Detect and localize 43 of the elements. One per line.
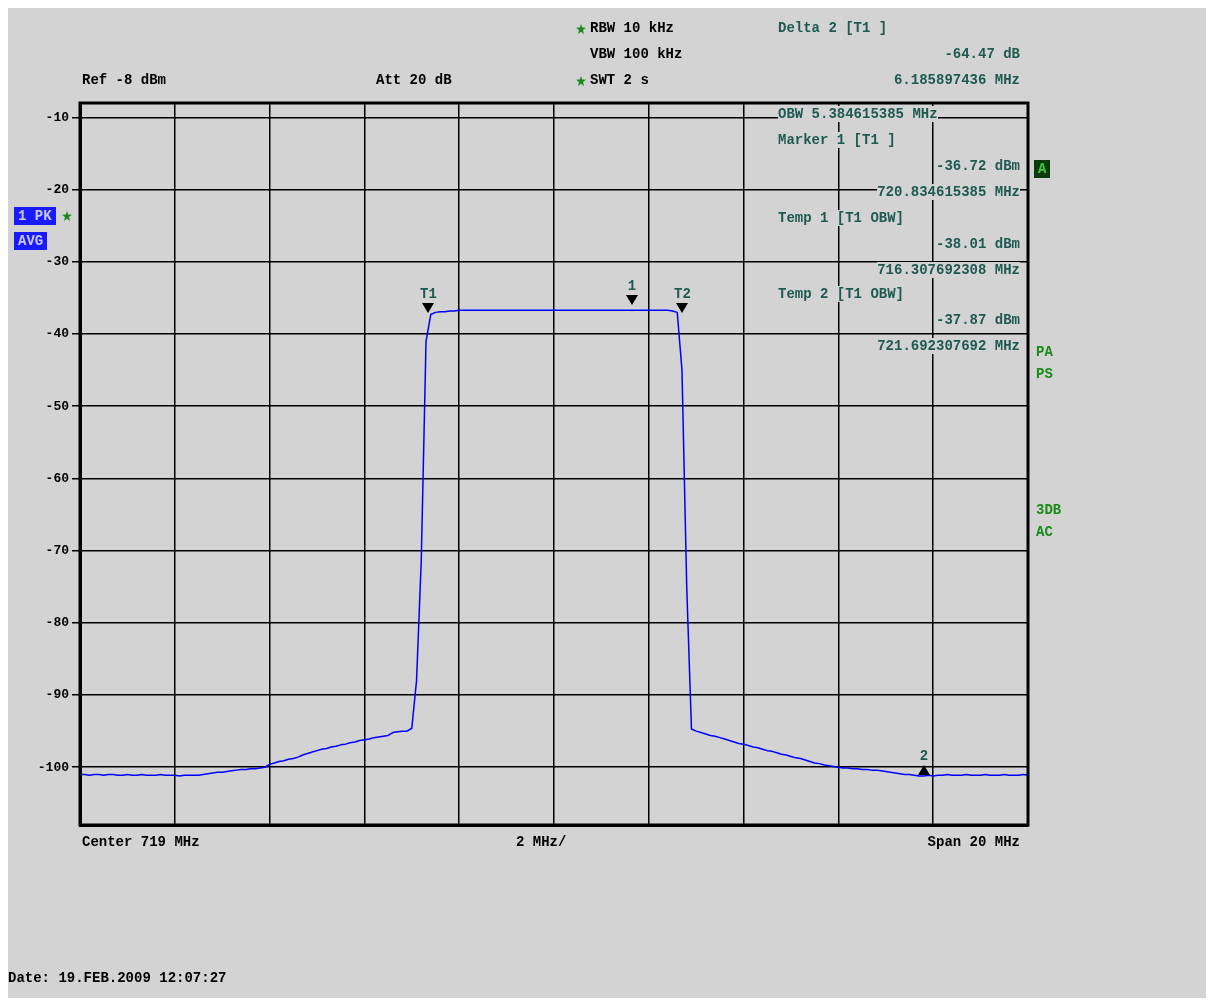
annotation: Temp 2 [T1 OBW] (778, 286, 905, 302)
annotation: Temp 1 [T1 OBW] (778, 210, 905, 226)
annotation: Marker 1 [T1 ] (778, 132, 896, 148)
y-tick-label: -70 (45, 542, 70, 558)
y-tick-label: -10 (45, 109, 70, 125)
annotation: 1 (627, 278, 637, 294)
annotation: 720.834615385 MHz (877, 184, 1020, 200)
text: AC (1036, 524, 1053, 540)
text: RBW 10 kHz (590, 20, 675, 36)
text: -64.47 dB (944, 46, 1020, 62)
annotation: T2 (674, 286, 691, 302)
text: 2 MHz/ (516, 834, 567, 850)
text: PS (1036, 366, 1053, 382)
y-tick-label: -30 (45, 254, 70, 270)
y-tick-label: -50 (45, 398, 70, 414)
y-tick-label: -90 (45, 687, 70, 703)
annotation: -38.01 dBm (935, 236, 1020, 252)
text: Date: 19.FEB.2009 12:07:27 (8, 970, 227, 986)
text: AVG (18, 233, 44, 249)
text: VBW 100 kHz (590, 46, 683, 62)
text: Delta 2 [T1 ] (778, 20, 888, 36)
annotation: 721.692307692 MHz (877, 338, 1020, 354)
text: PA (1036, 344, 1053, 360)
text: Span 20 MHz (927, 834, 1020, 850)
annotation: 716.307692308 MHz (877, 262, 1020, 278)
annotation: 2 (919, 748, 929, 764)
text: Att 20 dB (376, 72, 452, 88)
annotation: -37.87 dBm (935, 312, 1020, 328)
y-tick-label: -100 (37, 759, 70, 775)
y-tick-label: -60 (45, 470, 70, 486)
annotation: -36.72 dBm (935, 158, 1020, 174)
text: A (1038, 161, 1047, 177)
y-tick-label: -40 (45, 326, 70, 342)
text: 6.185897436 MHz (893, 72, 1020, 88)
text: Center 719 MHz (82, 834, 200, 850)
text: Ref -8 dBm (82, 72, 167, 88)
y-tick-label: -20 (45, 181, 70, 197)
annotation: OBW 5.384615385 MHz (778, 106, 938, 122)
annotation: T1 (420, 286, 437, 302)
y-tick-label: -80 (45, 615, 70, 631)
text: 1 PK (18, 208, 52, 224)
text: SWT 2 s (590, 72, 649, 88)
text: 3DB (1036, 502, 1062, 518)
